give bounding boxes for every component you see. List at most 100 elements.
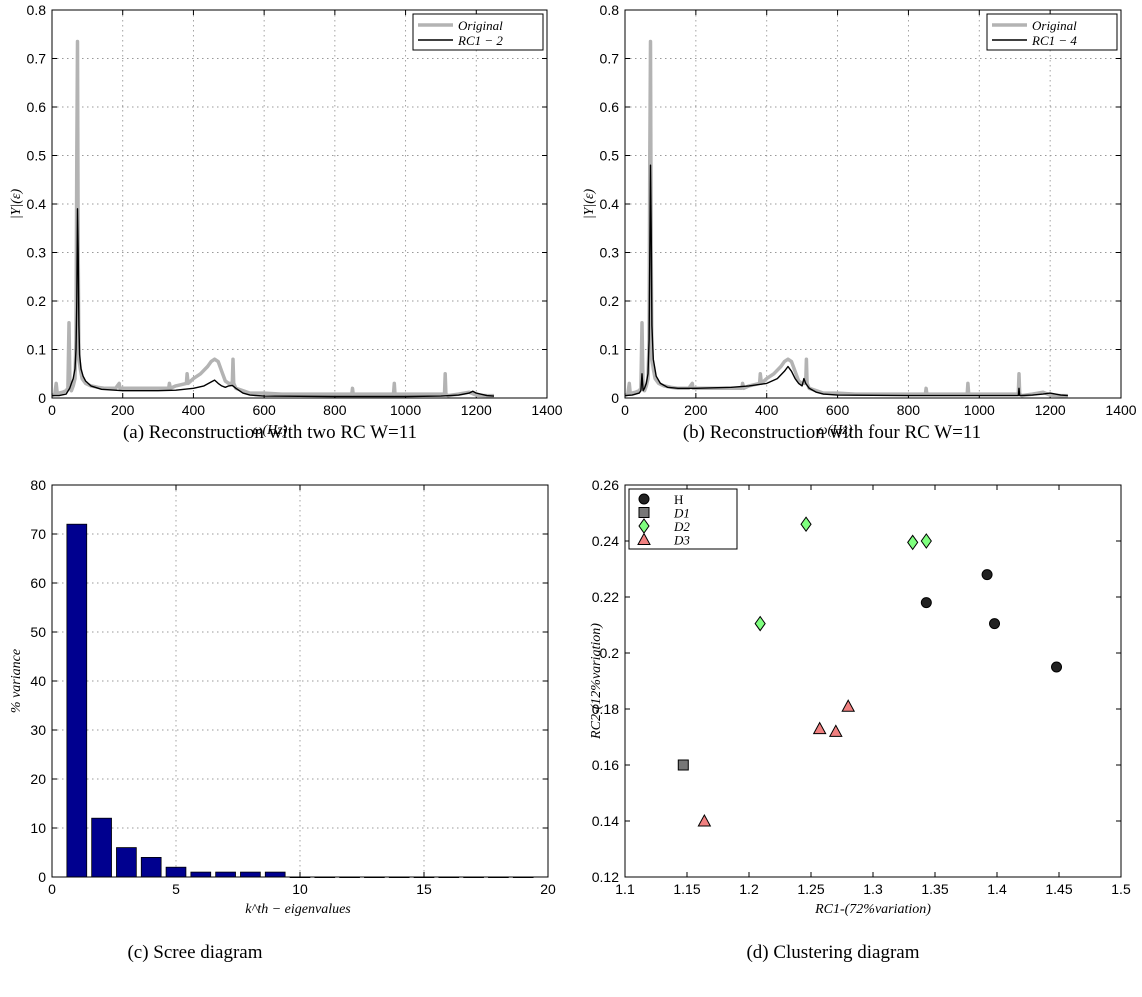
x-tick-label: 1000	[964, 402, 995, 418]
y-tick-label: 0.2	[600, 293, 620, 309]
y-tick-label: 0.6	[27, 99, 47, 115]
y-tick-label: 0.24	[592, 533, 619, 549]
y-axis-label: RC2-(12%variation)	[589, 623, 604, 740]
legend-label: Original	[1032, 18, 1077, 33]
panel-b-reconstruction-four-rc: 0 200 400 600 800 1000 1200 1400 0 0.1 0.2 0.3 0.4 0.…	[582, 2, 1137, 443]
plot-frame	[51, 484, 549, 878]
x-axis-label: k^th − eigenvalues	[245, 902, 351, 917]
plot-frame	[51, 9, 548, 399]
panel-d-clustering-diagram: 1.1 1.15 1.2 1.25 1.3 1.35 1.4 1.45 1.5 0.12 0.14 0…	[589, 477, 1131, 963]
y-tick-label: 0.8	[27, 2, 47, 18]
y-tick-label: 0.3	[27, 245, 47, 261]
point-h	[989, 618, 1001, 630]
x-tick-label: 1.4	[987, 881, 1007, 897]
x-tick-label: 5	[172, 881, 180, 897]
y-tick-label: 10	[30, 820, 46, 836]
y-axis-label: |Y|(ε)	[9, 189, 24, 220]
x-tick-label: 1400	[1105, 402, 1136, 418]
series-line-reconstruction	[52, 208, 495, 398]
x-axis-label: ω(Hz)	[253, 423, 288, 438]
legend-label: RC1 − 4	[1031, 33, 1077, 48]
y-tick-label: 0.12	[592, 869, 619, 885]
series-line-original	[624, 39, 1068, 398]
point-d2	[800, 516, 812, 533]
x-tick-label: 200	[111, 402, 135, 418]
y-axis-label: |Y|(ε)	[582, 189, 597, 220]
x-tick-label: 600	[252, 402, 276, 418]
y-tick-label: 20	[30, 771, 46, 787]
y-tick-label: 0.5	[600, 148, 620, 164]
y-tick-label: 70	[30, 526, 46, 542]
legend-marker	[638, 493, 650, 505]
y-tick-label: 0.6	[600, 99, 620, 115]
legend-label: H	[674, 492, 683, 507]
x-tick-label: 800	[897, 402, 921, 418]
legend-marker	[638, 507, 650, 518]
x-tick-label: 1.15	[673, 881, 700, 897]
y-tick-label: 40	[30, 673, 46, 689]
y-tick-label: 0	[611, 390, 619, 406]
point-h	[981, 569, 993, 581]
point-h	[920, 597, 932, 609]
x-tick-label: 1.1	[615, 881, 635, 897]
y-tick-label: 0.2	[600, 645, 620, 661]
panel-caption: (a) Reconstruction with two RC W=11	[123, 422, 417, 443]
x-tick-label: 1.35	[921, 881, 948, 897]
legend-label: D2	[673, 519, 690, 534]
point-d2	[754, 615, 766, 632]
point-d1	[677, 759, 689, 771]
x-tick-label: 1200	[1035, 402, 1066, 418]
point-d3	[697, 813, 712, 827]
point-d3	[828, 724, 843, 737]
x-axis-label: RC1-(72%variation)	[814, 902, 931, 917]
bar	[91, 817, 112, 878]
x-tick-label: 200	[684, 402, 708, 418]
y-tick-label: 0.5	[27, 148, 47, 164]
y-axis-label: % variance	[9, 649, 24, 713]
x-tick-label: 0	[621, 402, 629, 418]
bar	[215, 871, 236, 878]
legend-marker	[637, 532, 651, 545]
x-tick-label: 600	[826, 402, 850, 418]
y-tick-label: 0.22	[592, 589, 619, 605]
x-tick-label: 800	[323, 402, 347, 418]
x-tick-label: 1000	[390, 402, 421, 418]
y-tick-label: 0.16	[592, 757, 619, 773]
panel-caption: (c) Scree diagram	[127, 942, 262, 963]
y-tick-label: 0.7	[27, 51, 47, 67]
y-tick-label: 0	[38, 869, 46, 885]
y-tick-label: 0.4	[600, 196, 620, 212]
series-line-original	[51, 39, 494, 398]
y-tick-label: 60	[30, 575, 46, 591]
y-tick-label: 0.3	[600, 245, 620, 261]
y-tick-label: 30	[30, 722, 46, 738]
panel-c-scree-diagram: 0 5 10 15 20 0 10 20 30 40 50 60 70 80 k^th − eigenval…	[9, 477, 556, 963]
bar	[140, 857, 162, 878]
x-tick-label: 1.45	[1045, 881, 1072, 897]
panel-a-reconstruction-two-rc: 0 200 400 600 800 1000 1200 1400 0 0.1 0.2 0.3 0.4 0.…	[9, 2, 563, 443]
y-tick-label: 0.26	[592, 477, 619, 493]
x-tick-label: 15	[416, 881, 432, 897]
x-tick-label: 20	[540, 881, 556, 897]
y-tick-label: 0.8	[600, 2, 620, 18]
x-tick-label: 0	[48, 881, 56, 897]
bar	[165, 866, 187, 878]
x-tick-label: 10	[292, 881, 308, 897]
series-line-reconstruction	[624, 164, 1068, 397]
legend-label: Original	[458, 18, 503, 33]
x-tick-label: 400	[755, 402, 779, 418]
plot-frame	[624, 484, 1122, 878]
bar	[116, 847, 137, 878]
x-axis-label: ω(Hz)	[818, 423, 853, 438]
legend-label: D3	[673, 533, 690, 548]
legend-label: RC1 − 2	[457, 33, 503, 48]
x-tick-label: 1.2	[739, 881, 759, 897]
y-tick-label: 50	[30, 624, 46, 640]
bar	[66, 523, 88, 878]
x-tick-label: 1400	[531, 402, 562, 418]
x-tick-label: 1.25	[797, 881, 824, 897]
panel-caption: (d) Clustering diagram	[746, 942, 919, 963]
x-tick-label: 1200	[461, 402, 492, 418]
plot-frame	[624, 9, 1122, 399]
